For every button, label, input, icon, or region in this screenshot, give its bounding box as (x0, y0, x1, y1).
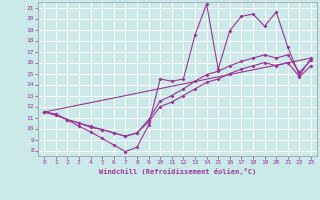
X-axis label: Windchill (Refroidissement éolien,°C): Windchill (Refroidissement éolien,°C) (99, 168, 256, 175)
